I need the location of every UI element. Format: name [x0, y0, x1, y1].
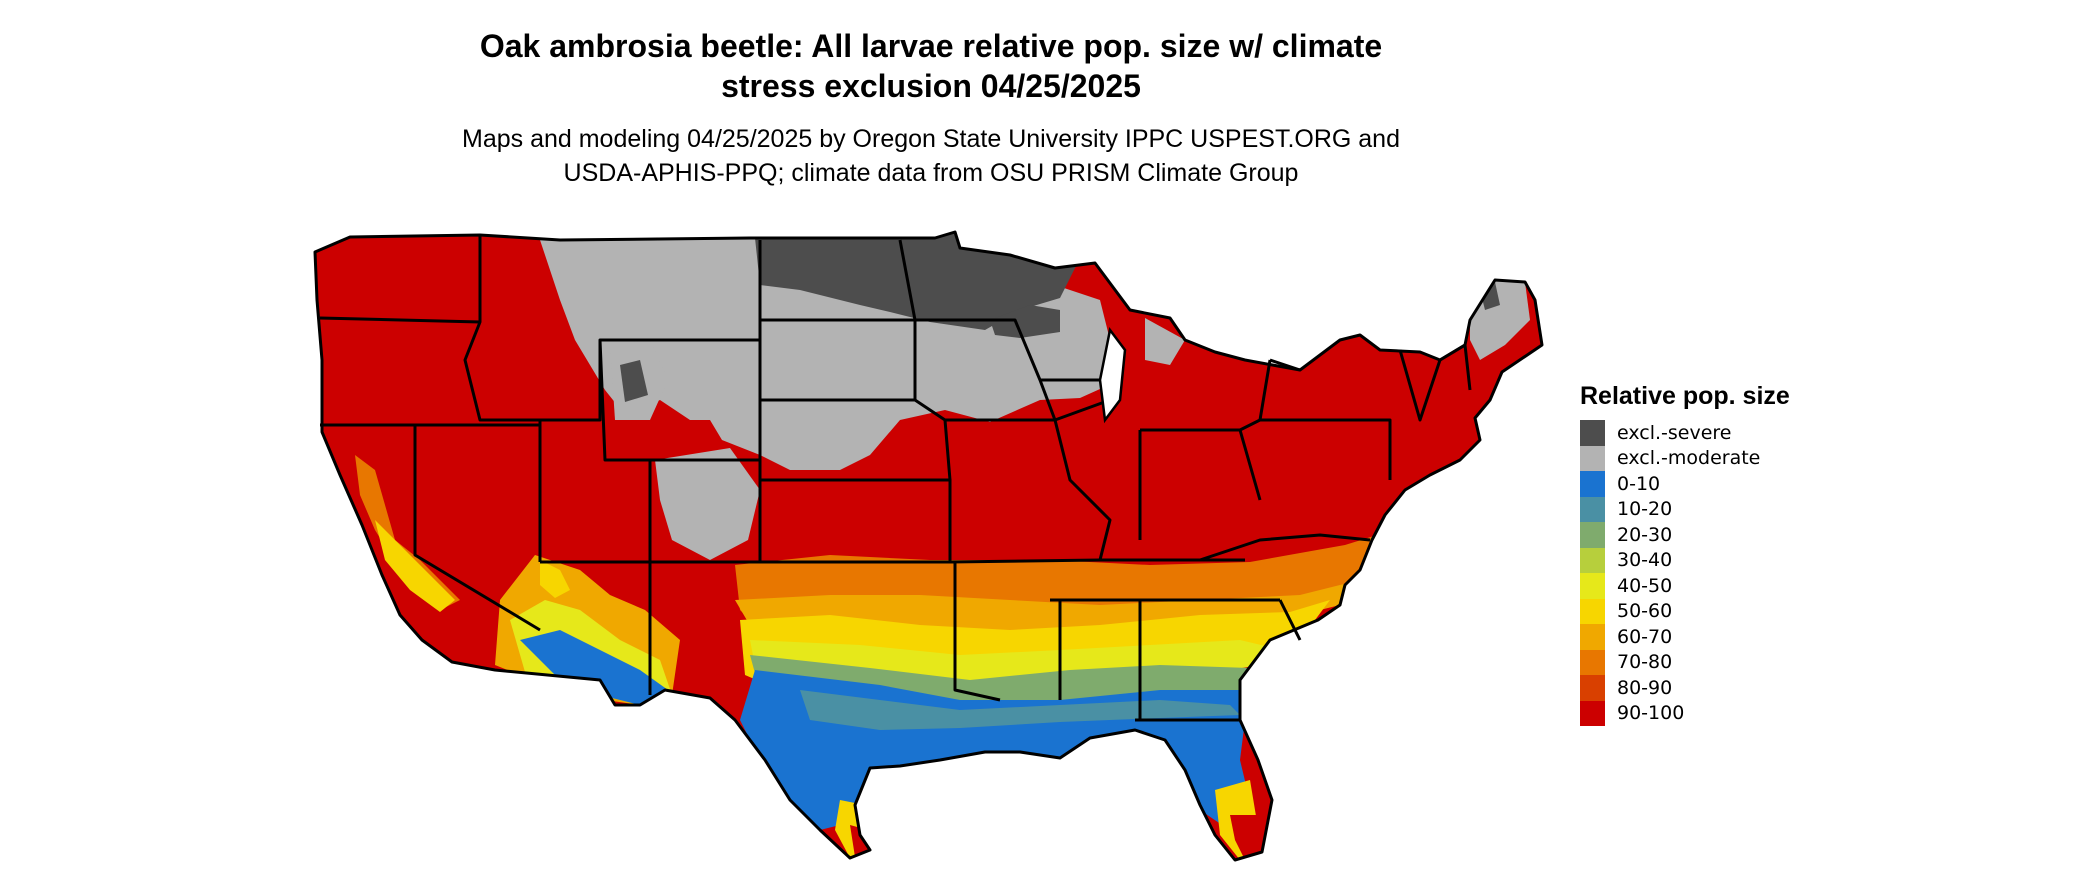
map-fill-regions — [315, 232, 1542, 860]
legend-label: 40-50 — [1617, 574, 1673, 597]
map-title: Oak ambrosia beetle: All larvae relative… — [0, 26, 1862, 106]
legend-label: 70-80 — [1617, 651, 1673, 674]
legend-label: excl.-severe — [1617, 421, 1732, 444]
great-lakes — [1098, 327, 1127, 424]
legend-item: 50-60 — [1580, 598, 1790, 624]
state-borders — [313, 230, 1544, 862]
map-title-line-2: stress exclusion 04/25/2025 — [721, 68, 1141, 104]
legend-label: 20-30 — [1617, 523, 1673, 546]
map-title-line-1: Oak ambrosia beetle: All larvae relative… — [479, 28, 1383, 64]
legend-swatch — [1580, 649, 1605, 675]
legend-item: 0-10 — [1580, 471, 1790, 497]
legend-label: 0-10 — [1617, 472, 1661, 495]
legend-item: 10-20 — [1580, 496, 1790, 522]
map-subtitle-line-2: USDA-APHIS-PPQ; climate data from OSU PR… — [563, 159, 1299, 187]
legend-swatch — [1580, 573, 1605, 599]
legend-item: 70-80 — [1580, 649, 1790, 675]
legend-swatch — [1580, 522, 1605, 548]
legend-item: 30-40 — [1580, 547, 1790, 573]
legend-swatch — [1580, 547, 1605, 573]
legend-item: 20-30 — [1580, 522, 1790, 548]
legend-label: 10-20 — [1617, 498, 1673, 521]
legend-swatch — [1580, 445, 1605, 471]
legend-item: excl.-moderate — [1580, 445, 1790, 471]
legend-item: excl.-severe — [1580, 420, 1790, 446]
legend-item: 40-50 — [1580, 573, 1790, 599]
legend-swatch — [1580, 675, 1605, 701]
legend-swatch — [1580, 624, 1605, 650]
legend-item: 60-70 — [1580, 624, 1790, 650]
us-population-map — [313, 230, 1544, 862]
legend-swatch — [1580, 598, 1605, 624]
legend-swatch — [1580, 700, 1605, 726]
legend: Relative pop. size excl.-severe excl.-mod… — [1580, 380, 1790, 726]
legend-swatch — [1580, 496, 1605, 522]
map-subtitle: Maps and modeling 04/25/2025 by Oregon S… — [0, 122, 1862, 190]
legend-swatch — [1580, 471, 1605, 497]
legend-label: 80-90 — [1617, 676, 1673, 699]
legend-label: 90-100 — [1617, 702, 1685, 725]
legend-swatch — [1580, 420, 1605, 446]
legend-item: 90-100 — [1580, 700, 1790, 726]
legend-title: Relative pop. size — [1580, 382, 1790, 410]
legend-label: 50-60 — [1617, 600, 1673, 623]
legend-item: 80-90 — [1580, 675, 1790, 701]
legend-items: excl.-severe excl.-moderate 0-10 10-20 20-30… — [1580, 420, 1790, 726]
legend-label: excl.-moderate — [1617, 447, 1761, 470]
map-subtitle-line-1: Maps and modeling 04/25/2025 by Oregon S… — [462, 125, 1400, 153]
legend-label: 30-40 — [1617, 549, 1673, 572]
legend-label: 60-70 — [1617, 625, 1673, 648]
